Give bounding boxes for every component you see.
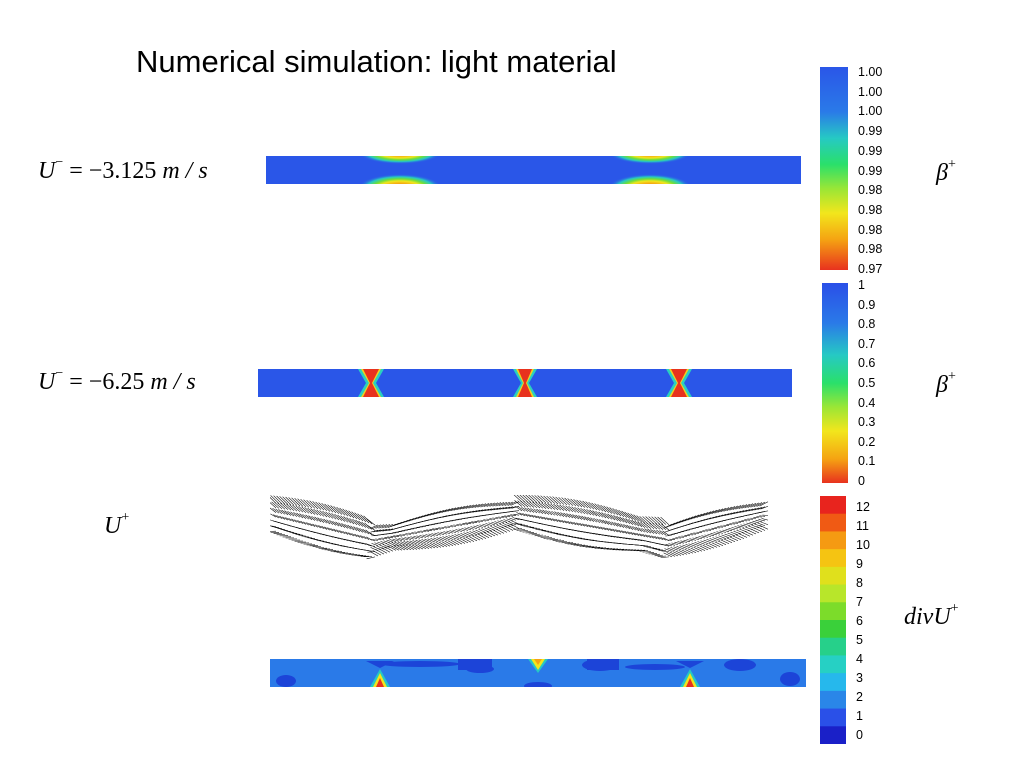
- case2-unit: m / s: [150, 369, 196, 395]
- divergence-label: divU+: [904, 601, 959, 631]
- case1-sup: −: [55, 155, 64, 170]
- bottom-bump: [609, 174, 691, 184]
- divergence-peak: [366, 661, 394, 687]
- colorbar-tick-label: 0.6: [858, 356, 876, 371]
- colorbar-tick-label: 0.7: [858, 336, 876, 351]
- colorbar-swatch: [820, 549, 846, 568]
- hourglass-feature: [666, 369, 692, 397]
- colorbar-swatch: [820, 513, 846, 532]
- colorbar-tick-label: 1.00: [858, 65, 883, 79]
- velocity-symbol: U: [104, 513, 122, 539]
- colorbar-tick-label: 0.97: [858, 262, 883, 276]
- colorbar-tick-label: 0.99: [858, 124, 883, 139]
- field-background: [266, 156, 801, 184]
- colorbar-tick-label: 6: [856, 614, 863, 628]
- colorbar-swatch: [820, 531, 846, 550]
- colorbar-tick-label: 2: [856, 690, 863, 704]
- colorbar-tick-label: 0.98: [858, 202, 883, 217]
- velocity-vector-field: [270, 495, 769, 560]
- colorbar-swatch: [820, 673, 846, 692]
- colorbar-tick-label: 0.4: [858, 395, 876, 410]
- low-divergence-patches: [276, 659, 800, 687]
- colorbar-swatch: [820, 496, 846, 515]
- case1-symbol: U: [38, 158, 56, 184]
- divergence-sup: +: [950, 601, 959, 616]
- case2-label: U− = −6.25 m / s: [38, 366, 196, 396]
- divergence-symbol: divU: [904, 604, 951, 630]
- colorbar-swatch: [820, 566, 846, 586]
- colorbar-swatch: [820, 708, 846, 727]
- colorbar-tick-label: 0.3: [858, 415, 876, 430]
- velocity-arrows: [270, 495, 769, 560]
- colorbar-swatch: [820, 655, 846, 674]
- colorbar-swatch: [820, 637, 846, 656]
- case2-value: = −6.25: [63, 369, 151, 395]
- colorbar-tick-label: 0.1: [858, 454, 876, 469]
- colorbar-tick-label: 0.98: [858, 183, 883, 198]
- beta-field-panel-1: [266, 156, 801, 184]
- colorbar-tick-label: 0.98: [858, 242, 883, 257]
- colorbar-swatch: [820, 602, 846, 621]
- colorbar-tick-label: 1: [858, 278, 865, 292]
- top-bump: [360, 156, 440, 164]
- beta1-symbol: β: [936, 160, 948, 186]
- colorbar-tick-label: 11: [856, 519, 869, 533]
- divergence-field-panel: [270, 659, 806, 687]
- beta-field-panel-2: [258, 369, 792, 397]
- slide-title: Numerical simulation: light material: [136, 44, 617, 79]
- top-bump: [610, 156, 690, 164]
- velocity-label: U+: [104, 510, 130, 540]
- colorbar-tick-label: 0.99: [858, 163, 883, 178]
- beta2-symbol: β: [936, 372, 948, 398]
- colorbar-tick-label: 1.00: [858, 84, 883, 99]
- colorbar-tick-label: 10: [856, 538, 870, 552]
- beta1-sup: +: [947, 157, 956, 172]
- colorbar-tick-label: 3: [856, 671, 863, 685]
- colorbar-swatches: [820, 496, 846, 744]
- case2-sup: −: [55, 366, 64, 381]
- beta1-label: β+: [936, 157, 956, 187]
- colorbar-tick-label: 0: [856, 728, 863, 742]
- colorbar-tick-label: 12: [856, 500, 870, 514]
- colorbar-swatch: [820, 690, 846, 710]
- colorbar-tick-label: 7: [856, 595, 863, 609]
- colorbar-swatch: [820, 620, 846, 639]
- divergence-peak: [528, 659, 548, 673]
- colorbar-tick-label: 0.2: [858, 434, 876, 449]
- divergence-peak: [676, 661, 704, 687]
- colorbar-gradient: [820, 67, 848, 270]
- case1-label: U− = −3.125 m / s: [38, 155, 208, 185]
- colorbar-tick-label: 0.98: [858, 222, 883, 237]
- beta2-label: β+: [936, 369, 956, 399]
- case2-symbol: U: [38, 369, 56, 395]
- colorbar-tick-label: 9: [856, 557, 863, 571]
- colorbar-gradient: [822, 283, 848, 483]
- colorbar-tick-label: 0.8: [858, 317, 876, 332]
- colorbar-tick-label: 8: [856, 576, 863, 590]
- colorbar-swatch: [820, 584, 846, 603]
- colorbar-tick-label: 0.99: [858, 143, 883, 158]
- colorbar-tick-label: 1: [856, 709, 863, 723]
- colorbar-tick-label: 4: [856, 652, 863, 666]
- colorbar-tick-label: 5: [856, 633, 863, 647]
- beta2-sup: +: [947, 369, 956, 384]
- colorbar-tick-label: 1.00: [858, 104, 883, 119]
- bottom-bump: [359, 174, 441, 184]
- case1-value: = −3.125: [63, 158, 163, 184]
- colorbar-swatch: [820, 726, 846, 744]
- velocity-sup: +: [121, 510, 130, 525]
- hourglass-feature: [513, 369, 537, 397]
- case1-unit: m / s: [162, 158, 208, 184]
- colorbar-tick-label: 0: [858, 474, 865, 488]
- colorbar-tick-label: 0.5: [858, 376, 876, 390]
- colorbar-tick-label: 0.9: [858, 297, 876, 312]
- hourglass-feature: [358, 369, 384, 397]
